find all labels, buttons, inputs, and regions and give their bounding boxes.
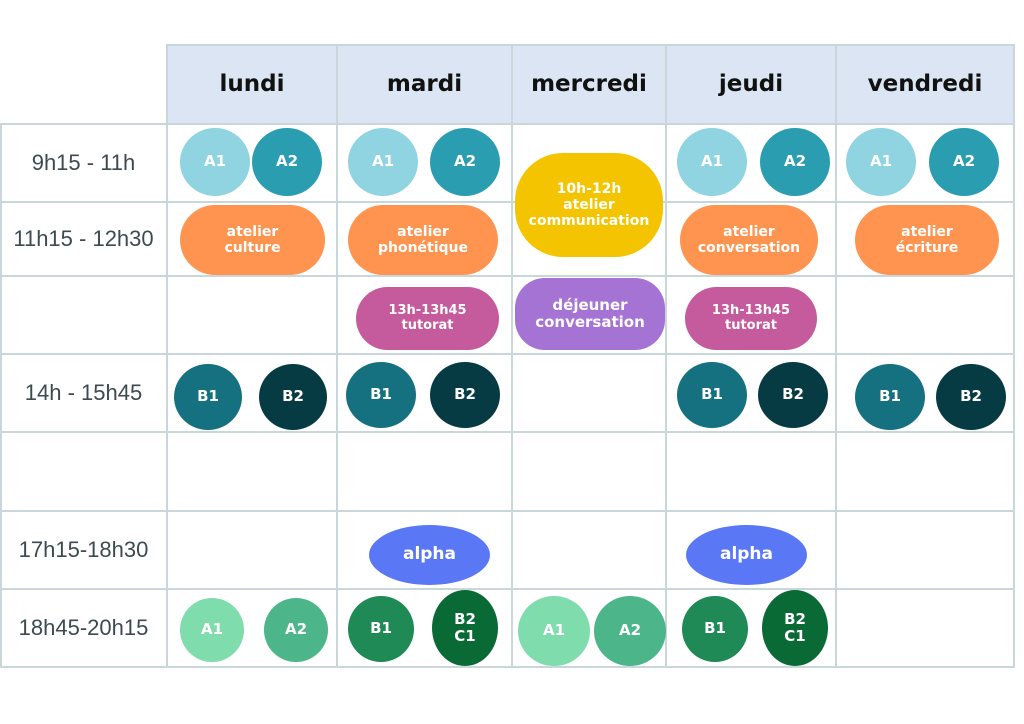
class-badge-b2[interactable]: B2: [430, 362, 500, 428]
time-label: 18h45-20h15: [18, 615, 149, 640]
class-badge-b2-c1[interactable]: B2 C1: [762, 590, 828, 666]
class-badge-a2[interactable]: A2: [430, 128, 500, 196]
class-badge-b2[interactable]: B2: [936, 364, 1006, 430]
class-badge-b1[interactable]: B1: [174, 364, 242, 430]
grid-line: [1013, 44, 1015, 668]
class-badge-b2[interactable]: B2: [758, 362, 828, 428]
class-badge-b2[interactable]: B2: [259, 364, 327, 430]
class-badge-a2[interactable]: A2: [252, 128, 322, 196]
grid-line: [511, 44, 513, 668]
alpha-class[interactable]: alpha: [369, 525, 490, 585]
class-badge-a1[interactable]: A1: [180, 598, 244, 662]
day-header-mardi: mardi: [386, 70, 463, 97]
class-badge-a2[interactable]: A2: [594, 596, 666, 666]
grid-line: [0, 588, 1015, 590]
day-header-jeudi: jeudi: [718, 70, 784, 97]
grid-line: [0, 431, 1015, 433]
class-badge-a1[interactable]: A1: [518, 596, 590, 666]
alpha-class[interactable]: alpha: [686, 525, 807, 585]
time-label: 14h - 15h45: [24, 380, 143, 405]
grid-line: [665, 44, 667, 668]
class-badge-a2[interactable]: A2: [264, 598, 328, 662]
class-badge-b2-c1[interactable]: B2 C1: [432, 590, 498, 666]
day-header-vendredi: vendredi: [867, 70, 983, 97]
class-badge-b1[interactable]: B1: [346, 362, 416, 428]
class-badge-b1[interactable]: B1: [855, 364, 925, 430]
grid-line: [0, 123, 1015, 125]
grid-line: [0, 123, 2, 668]
class-badge-a1[interactable]: A1: [846, 128, 916, 196]
class-badge-a2[interactable]: A2: [929, 128, 999, 196]
time-label: 9h15 - 11h: [31, 150, 136, 175]
atelier-communication[interactable]: 10h-12h atelier communication: [515, 153, 663, 257]
atelier-culture[interactable]: atelier culture: [180, 205, 325, 275]
grid-line: [0, 510, 1015, 512]
grid-line: [0, 353, 1015, 355]
grid-line: [0, 275, 1015, 277]
class-badge-a2[interactable]: A2: [760, 128, 830, 196]
grid-line: [336, 44, 338, 668]
tutorat[interactable]: 13h-13h45 tutorat: [685, 287, 817, 350]
tutorat[interactable]: 13h-13h45 tutorat: [356, 287, 499, 350]
atelier-ecriture[interactable]: atelier écriture: [855, 205, 999, 275]
grid-line: [167, 44, 1015, 46]
atelier-conversation[interactable]: atelier conversation: [680, 205, 818, 275]
time-label: 17h15-18h30: [18, 537, 149, 562]
day-header-mercredi: mercredi: [531, 70, 647, 97]
dejeuner-conversation[interactable]: déjeuner conversation: [515, 278, 665, 350]
class-badge-a1[interactable]: A1: [677, 128, 747, 196]
class-badge-b1[interactable]: B1: [677, 362, 747, 428]
atelier-phonetique[interactable]: atelier phonétique: [348, 205, 498, 275]
class-badge-b1[interactable]: B1: [682, 596, 748, 662]
header-background: [167, 44, 1015, 123]
grid-line: [0, 666, 1015, 668]
grid-line: [166, 44, 168, 668]
day-header-lundi: lundi: [219, 70, 285, 97]
time-label: 11h15 - 12h30: [13, 226, 154, 251]
grid-line: [835, 44, 837, 668]
class-badge-a1[interactable]: A1: [348, 128, 418, 196]
grid-line: [0, 201, 1015, 203]
class-badge-a1[interactable]: A1: [180, 128, 250, 196]
class-badge-b1[interactable]: B1: [348, 596, 414, 662]
